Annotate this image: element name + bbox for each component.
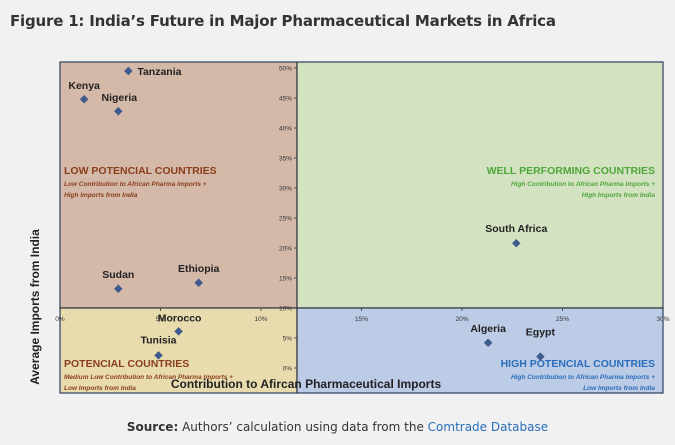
point-label-algeria: Algeria [470, 323, 506, 335]
quadrant-high-desc-1: High Contribution to African Pharma Impo… [511, 374, 655, 381]
quadrant-potencial-desc-1: Medium Low Contribution to African Pharm… [64, 374, 233, 381]
point-egypt [536, 352, 545, 361]
y-tick-label: 5% [283, 336, 293, 343]
x-tick-label: 0% [55, 316, 65, 323]
point-label-nigeria: Nigeria [101, 92, 137, 104]
point-label-south-africa: South Africa [485, 223, 547, 235]
quadrant-high-desc-2: Low Imports from India [583, 385, 655, 392]
point-tunisia [154, 351, 163, 360]
point-morocco [174, 327, 183, 336]
quadrant-low-desc-2: High Imports from India [64, 192, 138, 199]
point-sudan [114, 284, 123, 294]
quadrant-potencial-desc-2: Low Imports from India [64, 385, 136, 392]
y-tick-label: 35% [279, 156, 292, 163]
x-tick-label: 10% [254, 316, 267, 323]
quadrant-well-title: WELL PERFORMING COUNTRIES [487, 165, 655, 177]
x-tick-label: 15% [355, 316, 368, 323]
y-tick-label: 25% [279, 216, 292, 223]
point-algeria [483, 338, 493, 348]
quadrant-scatter-chart: LOW POTENCIAL COUNTRIES Low Contribution … [28, 61, 670, 394]
x-tick-label: 5% [156, 316, 166, 323]
y-axis-label: Average Imports from India [28, 229, 42, 385]
point-label-tunisia: Tunisia [140, 334, 176, 346]
quadrant-well-bg [296, 61, 664, 309]
point-label-kenya: Kenya [68, 80, 100, 92]
axes: 0% 5% 10% 15% 20% 25% 30% 10% 15% 20% 25% 30% 35% 40%… [55, 62, 670, 393]
source-text: Authors’ calculation using data from the [178, 420, 428, 434]
quadrant-low-desc-1: Low Contribution to African Pharma Impor… [64, 181, 207, 188]
point-ethiopia [194, 278, 203, 288]
x-tick-label: 25% [556, 316, 569, 323]
y-tick-label: 45% [279, 96, 292, 103]
comtrade-database-link[interactable]: Comtrade Database [427, 420, 549, 434]
y-tick-label: 50% [279, 66, 292, 73]
point-label-ethiopia: Ethiopia [178, 263, 220, 275]
y-tick-label: 40% [279, 126, 292, 133]
y-tick-label: 30% [279, 186, 292, 193]
quadrant-low-bg [59, 61, 298, 309]
quadrant-potencial-title: POTENCIAL COUNTRIES [64, 358, 189, 370]
y-tick-label: 15% [279, 276, 292, 283]
point-label-sudan: Sudan [102, 269, 134, 281]
point-label-morocco: Morocco [158, 312, 202, 324]
quadrant-high-title: HIGH POTENCIAL COUNTRIES [501, 358, 655, 370]
quadrant-well-desc-1: High Contribution to African Pharma Impo… [511, 181, 655, 188]
x-axis-label: Contribution to Afircan Pharmaceutical I… [171, 377, 442, 391]
source-label: Source: [126, 420, 179, 434]
figure-title: Figure 1: India’s Future in Major Pharma… [10, 12, 556, 30]
quadrant-low-title: LOW POTENCIAL COUNTRIES [64, 165, 217, 177]
quadrant-backgrounds [59, 61, 664, 394]
source-note: Source: Authors’ calculation using data … [0, 420, 675, 434]
x-tick-label: 30% [656, 316, 669, 323]
x-tick-label: 20% [455, 316, 468, 323]
point-kenya [79, 94, 89, 104]
quadrant-well-desc-2: High Imports from India [582, 192, 656, 199]
y-tick-label: 0% [283, 366, 293, 373]
quadrant-high-bg [296, 307, 664, 394]
quadrant-labels: LOW POTENCIAL COUNTRIES Low Contribution … [64, 165, 655, 392]
y-tick-label: 10% [279, 306, 292, 313]
chart-area: LOW POTENCIAL COUNTRIES Low Contribution … [0, 48, 675, 413]
y-tick-label: 20% [279, 246, 292, 253]
point-label-tanzania: Tanzania [137, 66, 181, 78]
point-label-egypt: Egypt [526, 327, 556, 339]
